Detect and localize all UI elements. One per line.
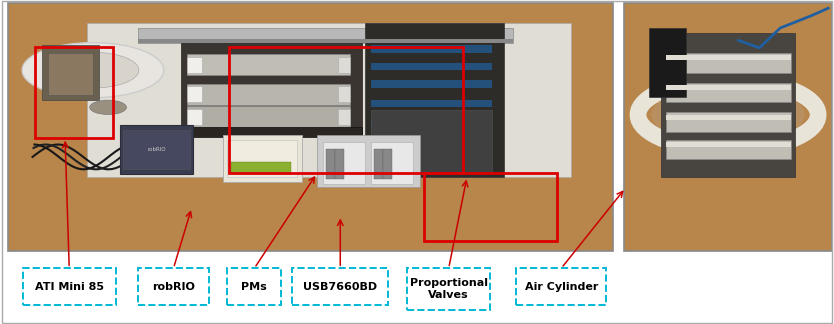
Bar bbox=[326, 149, 334, 179]
Text: ATI Mini 85: ATI Mini 85 bbox=[35, 282, 103, 292]
Bar bbox=[666, 85, 791, 90]
Bar bbox=[666, 140, 791, 159]
FancyBboxPatch shape bbox=[407, 268, 490, 310]
Bar bbox=[666, 115, 791, 120]
Bar bbox=[666, 55, 791, 60]
Bar bbox=[35, 47, 113, 138]
Bar bbox=[181, 43, 362, 134]
Bar bbox=[371, 45, 492, 53]
Bar bbox=[338, 56, 350, 73]
FancyBboxPatch shape bbox=[227, 268, 281, 305]
Text: USB7660BD: USB7660BD bbox=[304, 282, 377, 292]
Bar bbox=[229, 47, 463, 173]
Text: robRIO: robRIO bbox=[152, 282, 195, 292]
Bar bbox=[187, 56, 202, 73]
Bar bbox=[666, 83, 791, 102]
Bar bbox=[187, 86, 202, 102]
Bar bbox=[365, 23, 504, 177]
Circle shape bbox=[22, 43, 163, 98]
Bar bbox=[371, 142, 414, 184]
Bar bbox=[123, 130, 189, 169]
Bar bbox=[371, 137, 492, 145]
Bar bbox=[666, 53, 791, 73]
Bar bbox=[8, 3, 613, 251]
Bar bbox=[371, 63, 492, 70]
Bar bbox=[48, 53, 93, 95]
Bar bbox=[87, 23, 570, 177]
Bar bbox=[334, 149, 344, 179]
Circle shape bbox=[47, 52, 138, 88]
Bar bbox=[231, 162, 291, 174]
Bar bbox=[371, 80, 492, 87]
FancyBboxPatch shape bbox=[292, 268, 388, 305]
Bar bbox=[138, 28, 513, 43]
Text: robRIO: robRIO bbox=[147, 147, 166, 152]
Bar bbox=[371, 110, 492, 172]
Bar bbox=[138, 39, 513, 43]
Bar bbox=[624, 3, 832, 251]
Bar bbox=[187, 54, 350, 75]
Text: Proportional
Valves: Proportional Valves bbox=[409, 278, 488, 300]
Bar bbox=[383, 149, 392, 179]
Bar bbox=[624, 3, 832, 251]
Bar bbox=[187, 106, 350, 127]
Bar bbox=[120, 125, 193, 174]
Bar bbox=[649, 28, 686, 98]
Bar bbox=[227, 140, 297, 177]
Bar bbox=[374, 149, 383, 179]
Bar bbox=[666, 142, 791, 147]
Text: Air Cylinder: Air Cylinder bbox=[525, 282, 598, 292]
FancyBboxPatch shape bbox=[516, 268, 606, 305]
FancyBboxPatch shape bbox=[23, 268, 116, 305]
Bar bbox=[317, 134, 420, 187]
Bar bbox=[181, 127, 362, 137]
Bar bbox=[666, 112, 791, 132]
Text: PMs: PMs bbox=[242, 282, 267, 292]
Circle shape bbox=[651, 85, 805, 145]
Bar bbox=[323, 142, 365, 184]
Bar bbox=[223, 134, 302, 182]
Bar bbox=[8, 3, 613, 251]
Bar bbox=[187, 84, 350, 105]
Circle shape bbox=[90, 100, 127, 114]
Bar bbox=[187, 109, 202, 125]
Bar bbox=[338, 86, 350, 102]
Bar bbox=[371, 100, 492, 107]
Bar bbox=[338, 109, 350, 125]
FancyBboxPatch shape bbox=[138, 268, 208, 305]
Bar bbox=[371, 120, 492, 127]
Bar bbox=[661, 33, 795, 177]
Bar bbox=[42, 45, 99, 100]
Bar bbox=[424, 173, 557, 241]
